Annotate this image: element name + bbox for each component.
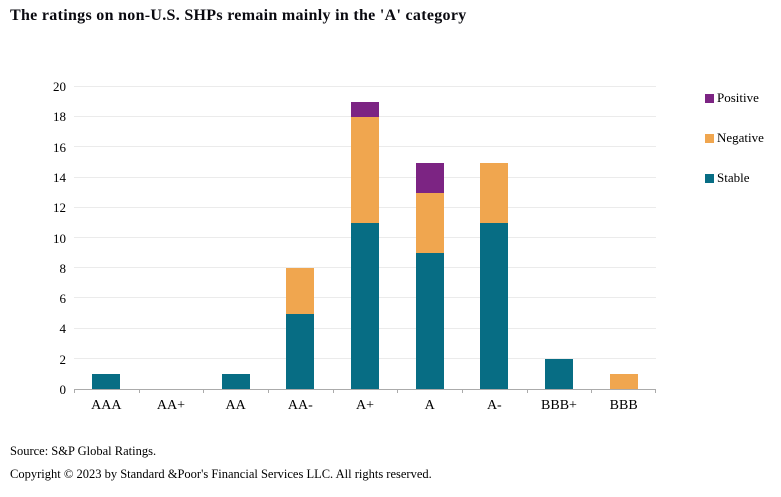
legend-swatch-stable — [705, 173, 714, 183]
bar-a+ — [333, 87, 398, 389]
legend-item-negative: Negative — [705, 130, 764, 145]
x-tick-label: A- — [486, 398, 502, 413]
legend-label: Negative — [717, 130, 764, 145]
bar-segment-a--negative — [480, 162, 509, 223]
y-tick-label: 6 — [59, 291, 67, 307]
bar-segment-aa-stable — [221, 373, 250, 389]
bar-segment-aa--negative — [286, 268, 315, 314]
bar-segment-a--stable — [480, 222, 509, 389]
legend-item-stable: Stable — [705, 170, 764, 185]
x-tick-label: A+ — [355, 398, 374, 413]
legend-swatch-negative — [705, 133, 714, 143]
y-tick-label: 20 — [53, 79, 66, 94]
axis-tick — [138, 389, 140, 393]
legend-item-positive: Positive — [705, 90, 764, 105]
axis-tick — [591, 389, 593, 393]
bar-aa+ — [139, 87, 204, 389]
x-tick-label: BBB — [609, 398, 638, 413]
x-tick-label: BBB+ — [541, 398, 577, 413]
y-tick-label: 16 — [53, 139, 66, 155]
axis-tick — [203, 389, 205, 393]
bar-segment-a+-positive — [350, 102, 379, 118]
gridline — [74, 86, 656, 87]
bar-segment-a-positive — [415, 162, 444, 193]
y-tick-label: 4 — [59, 321, 67, 337]
chart-footer: Source: S&P Global Ratings. Copyright © … — [10, 444, 432, 482]
y-tick-label: 0 — [59, 382, 67, 397]
axis-tick — [74, 389, 75, 393]
axis-tick — [397, 389, 399, 393]
y-tick-label: 8 — [59, 260, 67, 276]
y-tick-label: 18 — [53, 109, 66, 125]
source-note: Source: S&P Global Ratings. — [10, 444, 157, 458]
bar-aa- — [268, 87, 333, 389]
bar-segment-a-stable — [415, 253, 444, 389]
legend-label: Positive — [717, 90, 759, 105]
bar-bbb+ — [527, 87, 592, 389]
bar-aaa — [74, 87, 139, 389]
axis-tick — [526, 389, 528, 393]
y-tick-label: 14 — [53, 169, 66, 185]
axis-tick — [655, 389, 656, 393]
bar-a- — [462, 87, 527, 389]
bar-segment-a+-negative — [350, 117, 379, 223]
plot-area — [74, 86, 656, 393]
x-tick-label: AA — [225, 398, 246, 413]
chart-title: The ratings on non-U.S. SHPs remain main… — [10, 7, 467, 24]
x-tick-label: AAA — [91, 398, 122, 413]
bar-segment-a+-stable — [350, 222, 379, 389]
x-tick-label: AA- — [287, 398, 313, 413]
y-tick-label: 10 — [53, 230, 66, 246]
bar-bbb — [591, 87, 656, 389]
bar-a — [397, 87, 462, 389]
copyright-note: Copyright © 2023 by Standard &Poor's Fin… — [10, 467, 432, 481]
bar-segment-aaa-stable — [92, 373, 121, 389]
x-axis: AAA AA+ AA AA- A+ A A- BBB+ BBB — [74, 398, 656, 416]
x-tick-label: A — [424, 398, 435, 413]
bar-aa — [203, 87, 268, 389]
bar-segment-bbb-negative — [609, 373, 638, 389]
legend-label: Stable — [717, 170, 750, 185]
axis-tick — [461, 389, 463, 393]
y-tick-label: 2 — [59, 351, 67, 367]
bar-segment-a-negative — [415, 192, 444, 254]
legend-swatch-positive — [705, 93, 714, 103]
y-axis: 0 2 4 6 8 10 12 14 16 18 20 — [0, 79, 67, 397]
bar-segment-bbb+-stable — [544, 358, 573, 389]
axis-tick — [332, 389, 334, 393]
x-tick-label: AA+ — [156, 398, 186, 413]
axis-tick — [267, 389, 269, 393]
bar-segment-aa--stable — [286, 313, 315, 389]
legend: Positive Negative Stable — [705, 90, 764, 212]
y-tick-label: 12 — [53, 200, 66, 216]
